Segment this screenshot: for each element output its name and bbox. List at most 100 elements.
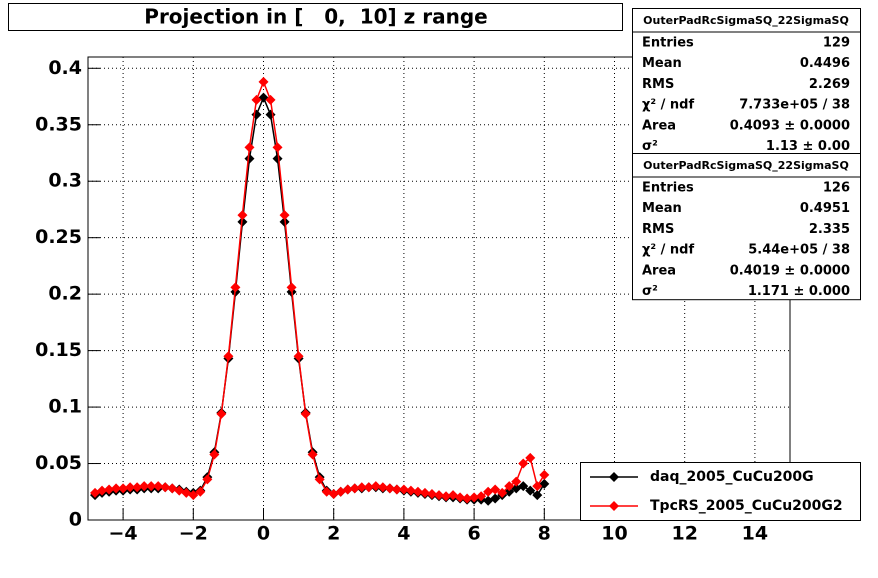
x-tick-label: 0 [257,523,270,545]
point [455,492,466,503]
point [342,484,353,495]
legend-marker [609,472,619,482]
point [160,482,171,493]
x-tick-label: 4 [397,523,410,545]
stats-label: χ² / ndf [642,98,694,113]
point [125,482,136,493]
point [195,486,206,497]
point [462,493,473,504]
stats-label: RMS [642,222,674,237]
point [525,452,536,463]
point [434,490,444,501]
point [539,469,550,480]
stats-label: RMS [642,77,674,92]
stats-label: χ² / ndf [642,243,694,258]
stats-label: Mean [642,201,682,216]
stats-label: Area [642,263,676,278]
stats-value: 0.4019 ± 0.0000 [730,263,850,278]
stats-label: Entries [642,181,694,196]
x-tick-label: −4 [109,523,138,545]
point [476,491,487,502]
point [497,487,508,498]
x-tick-label: 10 [601,523,627,545]
point [293,351,304,362]
point [265,94,276,105]
point [97,485,108,496]
point [490,484,501,495]
point [244,142,255,153]
point [518,458,529,469]
point [504,481,515,492]
point [244,153,255,164]
point [426,489,437,500]
point [391,484,402,495]
stats-value: 0.4093 ± 0.0000 [730,118,850,133]
stats-value: 2.335 [809,222,850,237]
y-tick-label: 0.15 [35,339,82,361]
point [104,484,115,495]
point [441,491,452,502]
stats-label: Mean [642,56,682,71]
point [279,210,290,221]
point [188,490,199,501]
point [490,493,501,504]
stats-value: 126 [823,181,850,196]
point [202,474,213,485]
legend-box [580,462,861,521]
point [356,482,367,493]
point [251,109,262,120]
x-tick-label: 14 [742,523,768,545]
point [300,408,311,419]
legend-label: TpcRS_2005_CuCu200G2 [650,498,843,514]
point [377,482,388,493]
y-tick-label: 0 [69,509,82,531]
point [370,481,381,492]
point [532,481,543,492]
point [216,408,227,419]
point [111,483,122,494]
point [132,482,143,493]
stats-value: 2.269 [809,77,850,92]
stats-value: 5.44e+05 / 38 [748,243,850,258]
x-tick-label: 8 [538,523,551,545]
point [363,482,374,493]
point [209,449,220,460]
legend-marker [609,501,619,511]
y-tick-label: 0.35 [35,113,82,135]
y-tick-label: 0.3 [48,170,82,192]
point [146,481,157,492]
point [412,486,423,497]
stats-box [632,8,861,156]
point [237,210,248,221]
point [384,483,395,494]
point [118,483,129,494]
x-tick-label: 12 [671,523,697,545]
stats-label: σ² [642,284,658,299]
y-tick-label: 0.1 [48,396,82,418]
y-tick-label: 0.4 [48,57,82,79]
stats-value: 7.733e+05 / 38 [739,98,850,113]
stats-box [632,153,861,301]
title-box [8,3,623,31]
point [307,449,318,460]
point [272,142,283,153]
point [405,485,416,496]
stats-value: 0.4496 [800,56,850,71]
point [314,474,325,485]
point [398,484,409,495]
point [258,76,269,87]
point [139,481,150,492]
legend-label: daq_2005_CuCu200G [650,469,814,485]
x-tick-label: −2 [179,523,208,545]
point [230,282,241,293]
point [251,94,262,105]
point [511,476,522,487]
point [518,481,529,492]
chart-title: Projection in [ 0, 10] z range [144,5,487,29]
x-tick-label: 6 [467,523,480,545]
point [286,282,297,293]
x-tick-label: 2 [327,523,340,545]
point [349,483,360,494]
y-tick-label: 0.25 [35,226,82,248]
